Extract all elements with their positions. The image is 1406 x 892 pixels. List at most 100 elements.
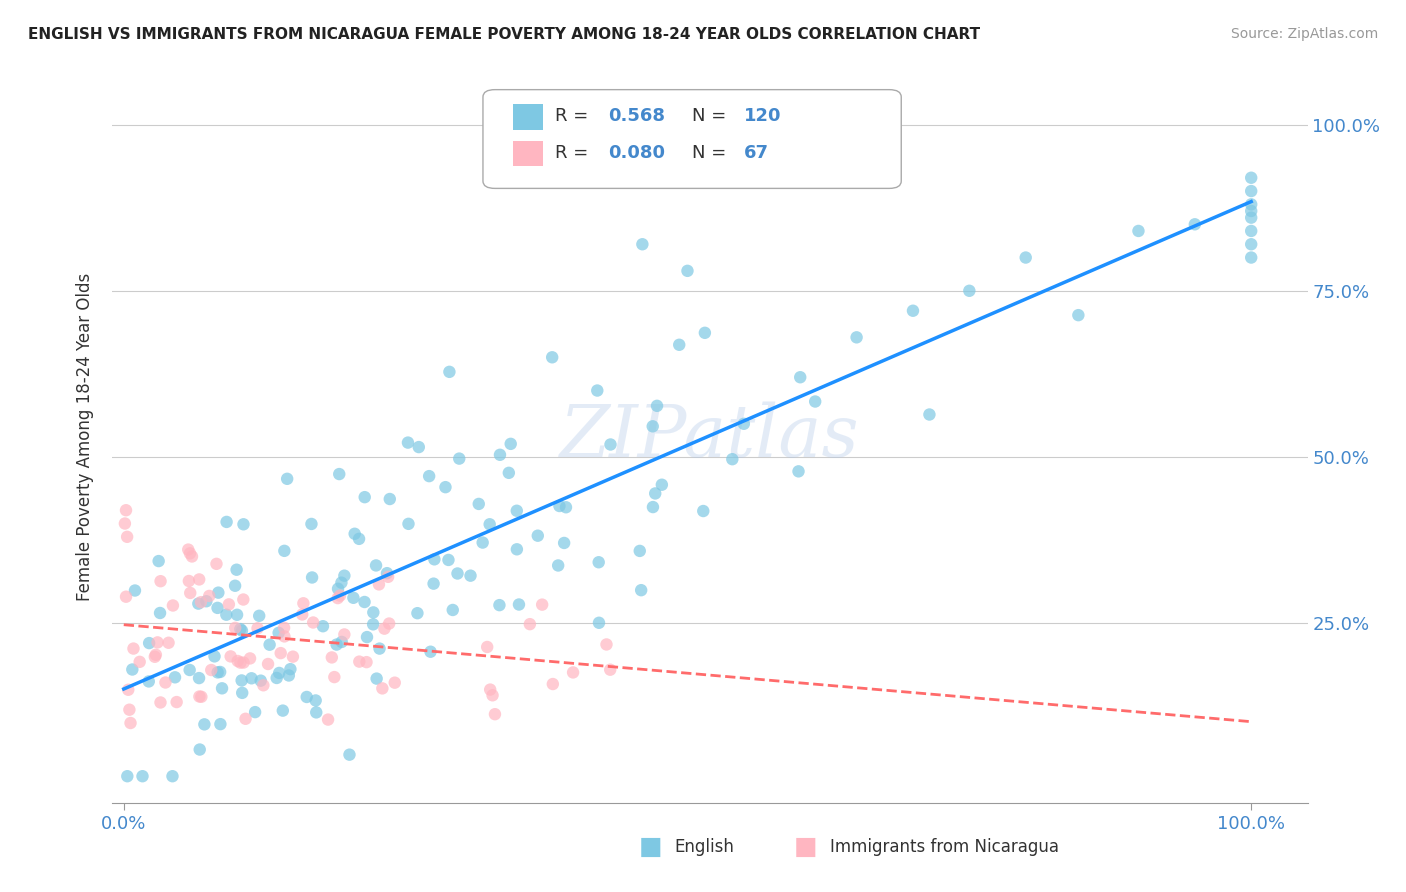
English (209, 717, 232, 731)
Immigrants from Nicaragua (157, 636, 180, 650)
English (276, 472, 298, 486)
English (526, 529, 548, 543)
English (243, 705, 266, 719)
English (506, 542, 529, 557)
English (247, 608, 270, 623)
English (541, 351, 564, 365)
English (1240, 237, 1263, 252)
English (588, 555, 610, 569)
Immigrants from Nicaragua (117, 682, 139, 697)
English (231, 686, 253, 700)
English (301, 516, 323, 531)
English (117, 769, 139, 783)
Immigrants from Nicaragua (371, 681, 394, 696)
English (305, 706, 328, 720)
Text: 0.080: 0.080 (609, 144, 665, 161)
Immigrants from Nicaragua (188, 573, 211, 587)
Text: English: English (675, 838, 734, 855)
English (733, 417, 755, 431)
Immigrants from Nicaragua (270, 646, 292, 660)
English (368, 641, 391, 656)
English (280, 662, 302, 676)
English (269, 665, 291, 680)
English (131, 769, 153, 783)
Text: N =: N = (692, 107, 733, 125)
English (547, 558, 569, 573)
English (460, 568, 482, 582)
Immigrants from Nicaragua (190, 595, 212, 609)
English (631, 237, 654, 252)
Immigrants from Nicaragua (384, 675, 406, 690)
Text: 67: 67 (744, 144, 769, 161)
English (408, 440, 430, 454)
FancyBboxPatch shape (484, 90, 901, 188)
English (478, 517, 501, 532)
Immigrants from Nicaragua (599, 663, 621, 677)
Text: R =: R = (554, 144, 593, 161)
English (356, 630, 378, 644)
English (204, 649, 226, 664)
Immigrants from Nicaragua (321, 650, 343, 665)
English (207, 600, 229, 615)
English (630, 583, 652, 598)
Immigrants from Nicaragua (373, 622, 395, 636)
English (468, 497, 491, 511)
English (224, 579, 246, 593)
English (845, 330, 868, 344)
English (471, 535, 494, 549)
Immigrants from Nicaragua (115, 590, 138, 604)
Immigrants from Nicaragua (356, 655, 378, 669)
English (325, 638, 347, 652)
English (295, 690, 318, 704)
English (305, 693, 328, 707)
English (163, 670, 186, 684)
Text: Immigrants from Nicaragua: Immigrants from Nicaragua (830, 838, 1059, 855)
Immigrants from Nicaragua (239, 651, 262, 665)
English (138, 674, 160, 689)
Text: 0.568: 0.568 (609, 107, 665, 125)
Y-axis label: Female Poverty Among 18-24 Year Olds: Female Poverty Among 18-24 Year Olds (76, 273, 94, 601)
English (1067, 308, 1090, 322)
Immigrants from Nicaragua (329, 589, 352, 603)
English (328, 467, 350, 481)
Immigrants from Nicaragua (531, 598, 554, 612)
English (641, 419, 664, 434)
English (271, 704, 294, 718)
English (138, 636, 160, 650)
English (676, 264, 699, 278)
English (422, 576, 444, 591)
English (396, 435, 419, 450)
Bar (513, 141, 543, 167)
Text: 120: 120 (744, 107, 780, 125)
Immigrants from Nicaragua (166, 695, 188, 709)
English (188, 742, 211, 756)
Immigrants from Nicaragua (188, 690, 211, 704)
Text: ■: ■ (793, 835, 817, 859)
English (124, 583, 146, 598)
English (651, 477, 673, 491)
English (207, 585, 229, 599)
English (149, 606, 172, 620)
English (553, 536, 575, 550)
English (187, 597, 209, 611)
English (339, 747, 361, 762)
Immigrants from Nicaragua (326, 591, 349, 606)
Immigrants from Nicaragua (378, 616, 401, 631)
Immigrants from Nicaragua (232, 592, 254, 607)
English (375, 566, 398, 581)
English (366, 672, 388, 686)
English (446, 566, 468, 581)
Immigrants from Nicaragua (323, 670, 346, 684)
English (333, 568, 356, 582)
English (489, 448, 512, 462)
English (506, 504, 529, 518)
Text: ENGLISH VS IMMIGRANTS FROM NICARAGUA FEMALE POVERTY AMONG 18-24 YEAR OLDS CORREL: ENGLISH VS IMMIGRANTS FROM NICARAGUA FEM… (28, 27, 980, 42)
Immigrants from Nicaragua (155, 675, 177, 690)
Immigrants from Nicaragua (235, 712, 257, 726)
Immigrants from Nicaragua (224, 621, 246, 635)
Immigrants from Nicaragua (146, 635, 169, 649)
English (347, 532, 370, 546)
English (1015, 251, 1038, 265)
English (330, 635, 353, 649)
Immigrants from Nicaragua (177, 542, 200, 557)
